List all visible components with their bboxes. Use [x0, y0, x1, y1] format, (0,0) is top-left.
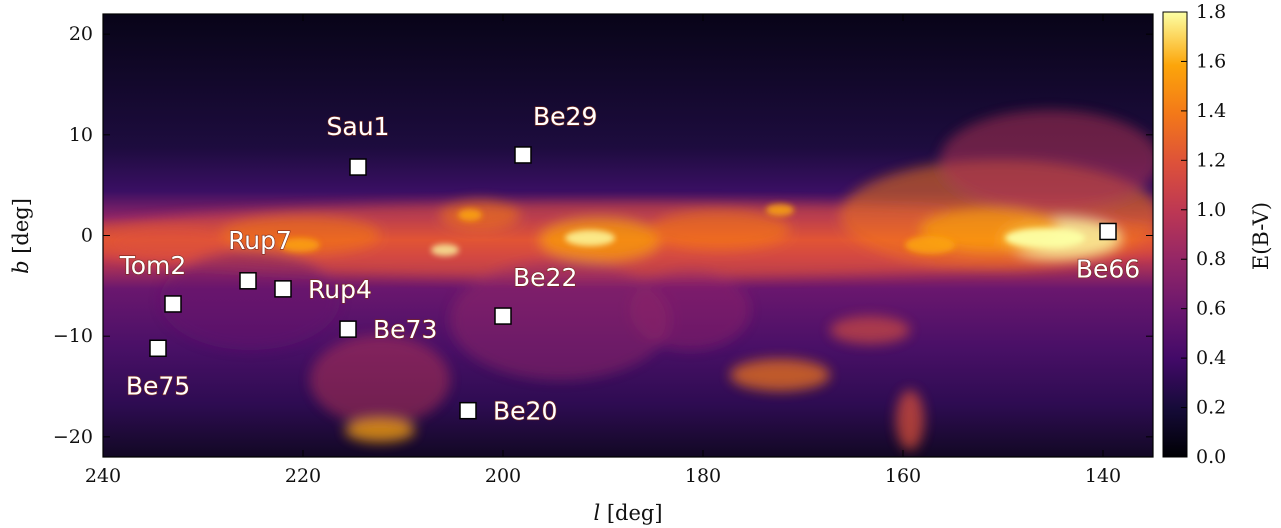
colorbar-tick-label: 0.8 [1196, 248, 1226, 270]
cluster-label-rup4: Rup4 [308, 275, 372, 304]
cluster-label-sau1: Sau1 [327, 112, 390, 141]
cluster-label-be66: Be66 [1076, 254, 1140, 283]
cluster-marker-sau1 [349, 158, 367, 176]
colorbar-tick-label: 1.4 [1196, 100, 1226, 122]
colorbar-gradient [1162, 11, 1188, 458]
y-tick-label: 0 [81, 225, 93, 247]
colorbar: 0.0 0.2 0.4 0.6 0.8 1.0 1.2 1.4 1.6 1.8 E(B-V) [1162, 1, 1273, 468]
cluster-marker-be66 [1099, 222, 1117, 241]
cluster-label-be20: Be20 [493, 397, 557, 426]
x-tick-label: 140 [1085, 465, 1121, 487]
y-axis: 20 10 0 −10 −20 [53, 23, 1153, 448]
cluster-markers: Sau1 Be29 Rup7 Rup4 Tom2 Be73 Be22 Be75 Be20 Be66 [118, 101, 1141, 426]
colorbar-tick-label: 0.0 [1196, 446, 1226, 468]
colorbar-label: E(B-V) [1249, 202, 1273, 270]
y-tick-label: 20 [69, 23, 93, 45]
cluster-marker-rup7 [239, 272, 257, 290]
cluster-label-be22: Be22 [513, 263, 577, 292]
cluster-label-be29: Be29 [533, 102, 597, 131]
cluster-marker-tom2 [164, 295, 182, 313]
y-tick-label: 10 [69, 124, 93, 146]
x-tick-label: 220 [285, 465, 321, 487]
dust-map-image [103, 14, 1153, 457]
cluster-marker-rup4 [274, 280, 292, 298]
x-axis-label: l [deg] [593, 501, 662, 525]
colorbar-tick-label: 1.0 [1196, 199, 1226, 221]
cluster-label-rup7: Rup7 [228, 226, 292, 255]
y-tick-label: −20 [53, 426, 93, 448]
x-tick-label: 240 [85, 465, 121, 487]
cluster-label-tom2: Tom2 [119, 251, 187, 280]
colorbar-tick-label: 1.8 [1196, 1, 1226, 23]
cluster-label-be73: Be73 [373, 315, 437, 344]
colorbar-tick-label: 0.4 [1196, 347, 1226, 369]
x-tick-label: 160 [885, 465, 921, 487]
cluster-label-be75: Be75 [126, 371, 190, 400]
colorbar-tick-label: 1.6 [1196, 50, 1226, 72]
colorbar-tick-label: 0.6 [1196, 298, 1226, 320]
cluster-marker-be29 [514, 146, 532, 164]
cluster-marker-be75 [149, 339, 167, 358]
cluster-marker-be20 [459, 401, 477, 420]
cluster-marker-be73 [339, 320, 357, 338]
x-tick-label: 200 [485, 465, 521, 487]
y-tick-label: −10 [53, 325, 93, 347]
y-axis-label: b [deg] [9, 198, 33, 274]
cluster-marker-be22 [494, 307, 512, 325]
colorbar-tick-label: 0.2 [1196, 397, 1226, 419]
colorbar-ticks: 0.0 0.2 0.4 0.6 0.8 1.0 1.2 1.4 1.6 1.8 [1181, 1, 1226, 468]
x-axis: 240 220 200 180 160 140 [85, 14, 1121, 487]
colorbar-tick-label: 1.2 [1196, 149, 1226, 171]
x-tick-label: 180 [685, 465, 721, 487]
